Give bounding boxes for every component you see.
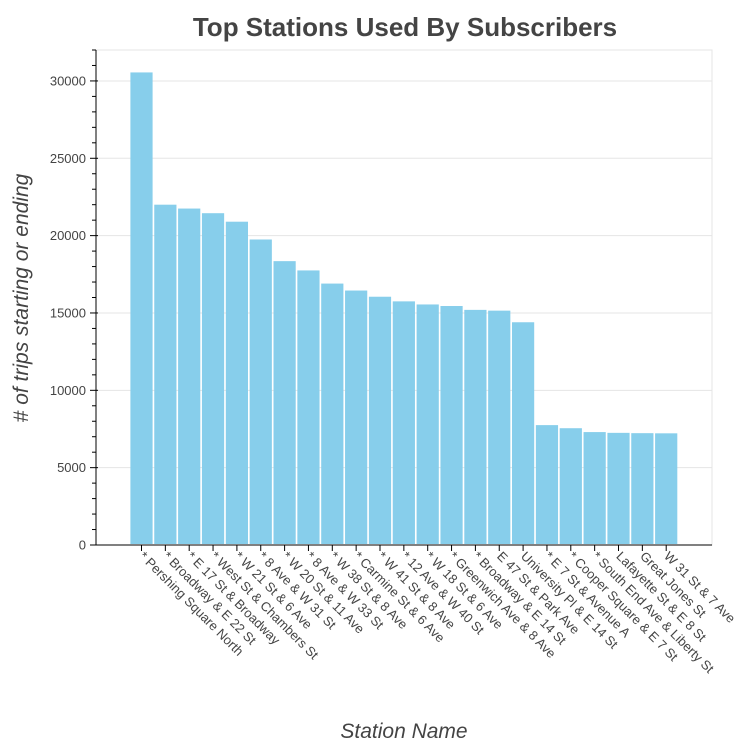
bar (178, 208, 201, 544)
bar (535, 425, 559, 544)
y-tick-label: 25000 (50, 151, 86, 166)
bar (345, 290, 368, 544)
bar (559, 428, 582, 544)
bar (392, 301, 415, 544)
bar (249, 239, 272, 544)
bar (321, 283, 344, 544)
bar (130, 72, 153, 544)
bar (583, 432, 606, 544)
x-axis: * Pershing Square North* Broadway & E 22… (96, 544, 738, 676)
y-tick-label: 10000 (50, 383, 86, 398)
bars (130, 72, 678, 544)
chart-title: Top Stations Used By Subscribers (193, 12, 617, 42)
bar (464, 309, 487, 544)
y-axis-label: # of trips starting or ending (10, 173, 33, 422)
bar (607, 432, 630, 544)
y-axis: 0 5000 10000 15000 20000 25000 30000 (50, 49, 98, 553)
bar (154, 204, 177, 544)
bar (273, 261, 296, 544)
bar (631, 433, 654, 544)
y-tick-label: 30000 (50, 73, 86, 88)
y-tick-label: 5000 (57, 460, 86, 475)
y-tick-label: 0 (79, 538, 86, 553)
bar (440, 306, 463, 544)
bar (488, 310, 511, 544)
bar (225, 221, 248, 544)
y-tick-label: 20000 (50, 228, 86, 243)
bar (368, 296, 392, 544)
bar (297, 270, 320, 544)
bar (416, 304, 439, 544)
bar (512, 322, 535, 544)
bar (201, 213, 225, 544)
bar (655, 433, 678, 544)
y-tick-label: 15000 (50, 305, 86, 320)
x-axis-label: Station Name (340, 720, 467, 743)
